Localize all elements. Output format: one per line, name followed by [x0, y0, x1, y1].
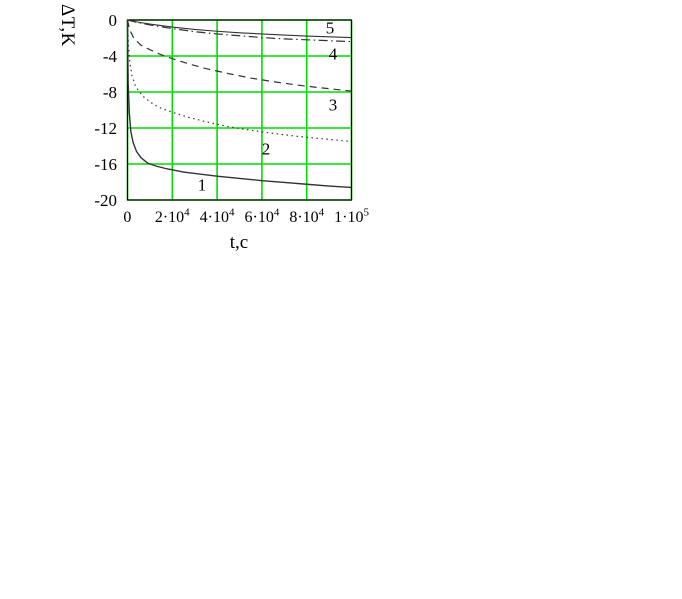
x-tick-label: 0: [123, 209, 132, 226]
y-tick-label: -8: [102, 82, 117, 102]
y-tick-label: -12: [94, 118, 117, 138]
y-tick-label: -4: [102, 46, 117, 66]
curve-1: [126, 19, 352, 189]
x-axis-tick-labels: 0 2·104 4·104 6·104 8·104 1·105: [105, 206, 374, 232]
curve-label-2: 2: [261, 139, 271, 159]
curve-label-1: 1: [197, 175, 207, 195]
y-tick-label: -20: [94, 190, 117, 210]
curve-label-4: 4: [328, 44, 338, 64]
curve-3: [126, 19, 352, 92]
y-tick-label: 0: [108, 10, 118, 30]
curve-4: [127, 19, 352, 43]
curve-2: [126, 19, 352, 143]
y-axis-tick-labels: 0 -4 -8 -12 -16 -20: [58, 2, 122, 218]
x-tick-label: 2·104: [154, 206, 190, 226]
curve-label-5: 5: [325, 18, 335, 38]
x-tick-label: 8·104: [289, 206, 325, 226]
x-tick-label: 1·105: [334, 206, 369, 226]
x-axis-title: t,c: [229, 232, 249, 253]
x-tick-label: 6·104: [244, 206, 280, 226]
curve-5: [127, 19, 352, 39]
curve-label-3: 3: [328, 95, 338, 115]
y-tick-label: -16: [94, 154, 117, 174]
x-tick-label: 4·104: [199, 206, 235, 226]
